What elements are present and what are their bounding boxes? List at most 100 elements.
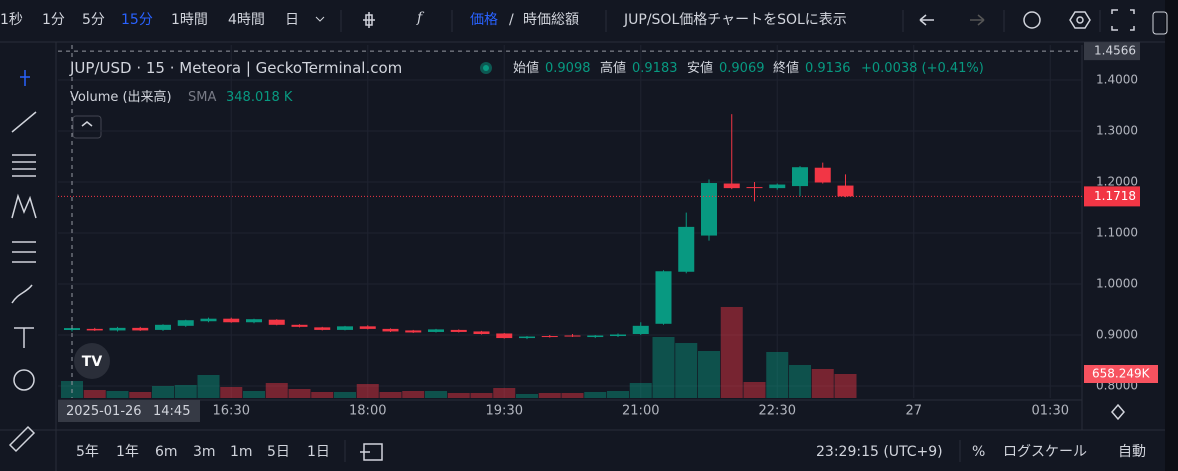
collapse-frame[interactable] — [72, 115, 102, 139]
volume-bar — [834, 373, 857, 398]
candle-body — [541, 336, 558, 338]
emoji-tool[interactable] — [13, 369, 35, 391]
candle-body — [155, 324, 171, 330]
interval[interactable]: 15分 — [121, 12, 153, 28]
y-tick-label: 1.3000 — [1096, 123, 1138, 137]
axis-settings[interactable] — [1111, 403, 1125, 421]
last-volume-bg — [1084, 364, 1158, 383]
tv-logo-text: TV — [82, 354, 103, 370]
last-volume-label: 658.249K — [1092, 366, 1151, 380]
interval[interactable]: 4時間 — [228, 12, 265, 28]
range-button[interactable]: 6m — [155, 444, 178, 460]
interval[interactable]: 1分 — [42, 12, 65, 28]
fullscreen-icon[interactable] — [1111, 9, 1135, 31]
volume-bar — [493, 388, 516, 398]
volume-bar — [675, 343, 698, 398]
candle-body — [701, 183, 717, 236]
range-button[interactable]: 5年 — [76, 444, 99, 460]
legend-title: JUP/USD · 15 · Meteora | GeckoTerminal.c… — [70, 59, 403, 77]
candle-body — [519, 336, 535, 339]
crosshair-tool[interactable] — [20, 70, 30, 86]
text-tool[interactable] — [14, 327, 34, 348]
status-dot — [483, 65, 489, 71]
volume-bar — [379, 391, 402, 398]
range-button[interactable]: 1年 — [116, 444, 139, 460]
candle-body — [405, 330, 422, 333]
right-strip — [1165, 0, 1178, 471]
x-tick-label: 21:00 — [622, 404, 659, 419]
range-button[interactable]: 1日 — [307, 444, 330, 460]
volume-bar — [129, 391, 152, 398]
volume-bar — [83, 390, 106, 398]
settings-icon[interactable] — [1076, 16, 1084, 24]
percent-toggle[interactable]: % — [972, 444, 986, 460]
interval[interactable]: 1時間 — [171, 12, 208, 28]
candle-body — [291, 324, 308, 327]
interval[interactable]: 日 — [285, 12, 299, 28]
log-toggle[interactable]: ログスケール — [1003, 444, 1087, 460]
market-cap-toggle[interactable]: 時価総額 — [523, 12, 579, 28]
separator: / — [509, 12, 514, 28]
settings-icon[interactable] — [1069, 11, 1091, 29]
range-button[interactable]: 5日 — [267, 444, 290, 460]
interval[interactable]: 5分 — [82, 12, 105, 28]
candle-body — [246, 319, 262, 323]
measure-tool[interactable] — [12, 241, 36, 263]
sol-toggle[interactable]: JUP/SOL価格チャートをSOLに表示 — [624, 12, 847, 28]
fib-tool[interactable] — [12, 154, 36, 177]
date-range-icon[interactable] — [360, 443, 383, 461]
volume-bar — [720, 306, 743, 398]
last-price-label: 1.1718 — [1094, 189, 1136, 203]
auto-toggle[interactable]: 自動 — [1118, 444, 1146, 460]
ohlc-value: 0.9069 — [719, 61, 765, 76]
candle-body — [132, 327, 149, 331]
y-tick-label: 1.1000 — [1096, 226, 1138, 240]
interval[interactable]: 1秒 — [0, 12, 23, 28]
candle-body — [86, 328, 103, 331]
ohlc-value: 0.9183 — [632, 61, 678, 76]
redo-icon[interactable] — [970, 14, 985, 26]
candle-body — [223, 318, 240, 323]
trend-tool[interactable] — [11, 111, 37, 133]
price-toggle[interactable]: 価格 — [470, 12, 498, 28]
ohlc-value: 0.9098 — [545, 61, 591, 76]
volume-bar — [425, 390, 447, 398]
range-button[interactable]: 1m — [230, 444, 253, 460]
candle-body — [678, 226, 695, 272]
candle-body — [268, 319, 285, 325]
sma-label: SMA — [188, 90, 217, 105]
candle-body — [314, 327, 331, 330]
ruler-tool[interactable] — [8, 425, 36, 453]
range-button[interactable]: 3m — [193, 444, 216, 460]
brush-tool[interactable] — [11, 284, 33, 304]
collapse-button[interactable] — [81, 121, 93, 127]
crosshair-time-bg — [58, 400, 200, 422]
candle-body — [64, 328, 80, 331]
candle-body — [837, 185, 854, 197]
ohlc-label: 始値 — [513, 61, 540, 76]
undo-icon[interactable] — [919, 14, 934, 26]
change: +0.0038 (+0.41%) — [861, 61, 984, 76]
ohlc-label: 安値 — [687, 61, 714, 76]
y-tick-label: 1.2000 — [1096, 174, 1138, 188]
candle-icon[interactable] — [363, 12, 375, 28]
candle-body — [496, 333, 513, 339]
indicator-icon[interactable]: f — [417, 10, 423, 26]
volume-bar — [584, 391, 607, 398]
panel-icon[interactable] — [1152, 11, 1168, 35]
volume-bar — [516, 393, 538, 398]
candle-body — [473, 331, 490, 334]
dropdown[interactable] — [315, 16, 325, 22]
candle-body — [450, 329, 467, 332]
alert-icon[interactable] — [1023, 11, 1041, 29]
x-tick-label: 16:30 — [213, 404, 250, 419]
ohlc-label: 終値 — [773, 61, 800, 76]
pattern-tool[interactable] — [11, 193, 37, 219]
volume-bar — [607, 390, 629, 398]
candle-body — [587, 335, 604, 338]
volume-bar — [652, 336, 675, 398]
volume-title: Volume (出来高) — [70, 90, 172, 105]
x-tick-label: 22:30 — [759, 404, 796, 419]
volume-bar — [470, 393, 493, 398]
